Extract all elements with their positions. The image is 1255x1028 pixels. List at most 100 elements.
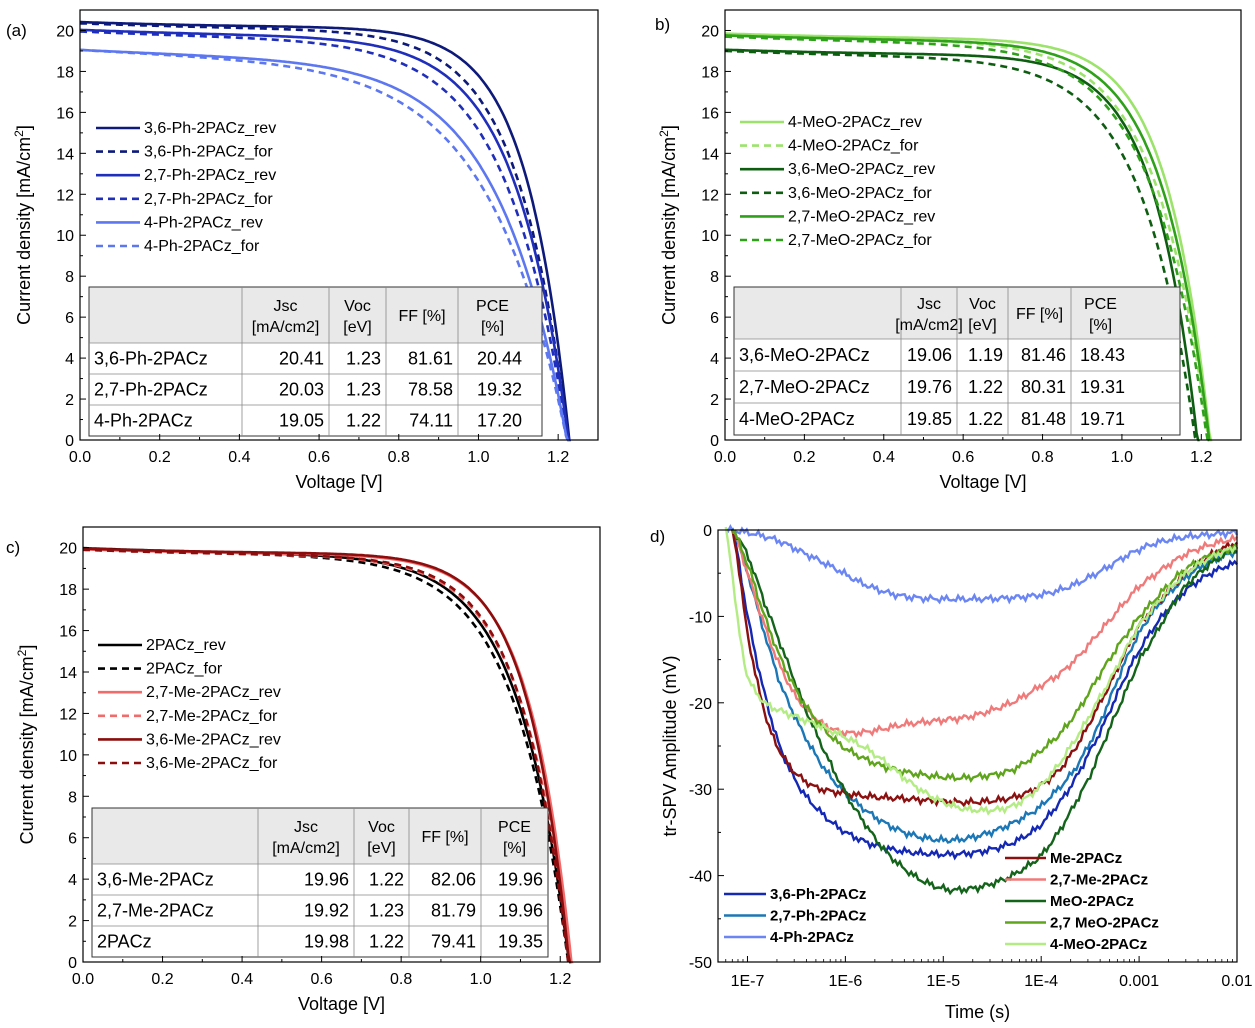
results-table: Jsc [mA/cm2] Voc [eV] FF [%] PCE [%] 3,6-Ph-2PA… xyxy=(88,286,543,437)
table-cell: 19.92 xyxy=(304,901,349,921)
table-header-cell: [eV] xyxy=(343,319,371,336)
axes: 0 2 4 6 8 10 12 14 16 18 20 0.0 0.2 0.4 0.6 0.8 1.0 1.2 Vo… xyxy=(657,9,1242,492)
x-tick-label: 0.8 xyxy=(1031,449,1053,466)
table-header-cell: Jsc xyxy=(294,819,318,836)
y-tick-label: 16 xyxy=(56,105,74,122)
legend-label-3: 3,6-MeO-2PACz_for xyxy=(788,185,932,202)
series-line-3 xyxy=(725,49,1199,442)
legend-label: Me-2PACz xyxy=(1050,850,1122,867)
x-tick-label: 0.4 xyxy=(873,449,895,466)
y-tick-label: 14 xyxy=(59,665,77,682)
legend-label-0: 4-MeO-2PACz_rev xyxy=(788,114,922,131)
x-axis-label: Voltage [V] xyxy=(295,472,382,492)
legend-label-0: 2PACz_rev xyxy=(146,637,226,654)
series-line-2 xyxy=(724,523,1239,605)
series-line-4 xyxy=(79,48,570,442)
table-cell: 81.61 xyxy=(408,349,453,369)
y-tick-label: 12 xyxy=(56,187,74,204)
x-tick-label: 1.0 xyxy=(1111,449,1133,466)
y-tick-label: 10 xyxy=(59,748,77,765)
y-axis-label: Current density [mA/cm2] xyxy=(15,645,37,845)
table-cell: 20.44 xyxy=(477,349,522,369)
series-line-0 xyxy=(80,20,571,441)
x-tick-label: 1E-7 xyxy=(731,973,765,990)
table-header-cell: Jsc xyxy=(274,298,298,315)
legend-label: MeO-2PACz xyxy=(1050,893,1134,910)
table-header-cell: FF [%] xyxy=(398,308,445,325)
table-cell: 1.22 xyxy=(968,377,1003,397)
y-tick-label: 18 xyxy=(56,64,74,81)
table-cell: 1.23 xyxy=(346,349,381,369)
series-line-5 xyxy=(732,529,1239,896)
legend: 2PACz_rev 2PACz_for 2,7-Me-2PACz_rev 2,7-Me… xyxy=(98,637,281,772)
table-header-cell: [eV] xyxy=(367,840,395,857)
x-tick-label: 0.2 xyxy=(793,449,815,466)
results-table: Jsc [mA/cm2] Voc [eV] FF [%] PCE [%] 3,6-Me-2PA… xyxy=(91,807,549,958)
x-tick-label: 0.2 xyxy=(151,971,173,988)
table-header-cell: [%] xyxy=(481,319,504,336)
table-cell: 1.22 xyxy=(369,932,404,952)
y-axis-label: Current density [mA/cm2] xyxy=(12,125,34,325)
x-tick-label: 0.01 xyxy=(1221,973,1252,990)
series-line-2 xyxy=(724,48,1200,442)
table-cell: 2,7-Me-2PACz xyxy=(97,901,214,921)
table-cell: 82.06 xyxy=(431,870,476,890)
panel-label: (a) xyxy=(6,21,27,40)
table-header-cell: Voc xyxy=(344,298,371,315)
series-line-0 xyxy=(731,529,1238,861)
y-tick-label: 8 xyxy=(710,269,719,286)
table-body-bg xyxy=(89,343,542,436)
legend-label-2: 2,7-Me-2PACz_rev xyxy=(146,684,281,701)
legend-label: 2,7-Ph-2PACz xyxy=(770,908,866,925)
legend-label-1: 3,6-Ph-2PACz_for xyxy=(144,144,273,161)
table-header-cell: FF [%] xyxy=(421,829,468,846)
table-cell: 1.23 xyxy=(346,380,381,400)
legend-left: 3,6-Ph-2PACz 2,7-Ph-2PACz 4-Ph-2PACz xyxy=(724,886,866,946)
x-tick-label: 1.2 xyxy=(1190,449,1212,466)
y-tick-label: 4 xyxy=(68,872,77,889)
y-tick-label: 6 xyxy=(68,831,77,848)
table-header-cell: Jsc xyxy=(917,296,941,313)
table-cell: 2PACz xyxy=(97,932,152,952)
y-axis-label-sup: 2 xyxy=(657,130,671,137)
table-header-cell: [%] xyxy=(1089,317,1112,334)
y-axis-label-tail: ] xyxy=(659,125,679,130)
table-cell: 2,7-Ph-2PACz xyxy=(94,380,208,400)
y-tick-label: 10 xyxy=(56,228,74,245)
series-line-4 xyxy=(82,547,572,964)
x-tick-label: 1.0 xyxy=(467,449,489,466)
legend-label-4: 3,6-Me-2PACz_rev xyxy=(146,731,281,748)
panel-c: c) 2PACz_rev 2PACz_for 2,7-Me-2PACz_rev 2,7-… xyxy=(6,526,601,1014)
y-tick-label: 14 xyxy=(701,146,719,163)
table-cell: 19.32 xyxy=(477,380,522,400)
y-tick-label: 20 xyxy=(701,23,719,40)
x-tick-label: 0.8 xyxy=(388,449,410,466)
panel-label: c) xyxy=(6,538,20,557)
x-tick-label: 1E-4 xyxy=(1024,973,1058,990)
table-border xyxy=(91,807,549,958)
legend-label: 2,7 MeO-2PACz xyxy=(1050,915,1159,932)
plot-area xyxy=(79,20,572,442)
legend-label-3: 2,7-Ph-2PACz_for xyxy=(144,191,273,208)
table-cell: 19.06 xyxy=(907,345,952,365)
y-tick-label: -50 xyxy=(689,955,712,972)
table-cell: 1.19 xyxy=(968,345,1003,365)
axes: 0 2 4 6 8 10 12 14 16 18 20 0.0 0.2 0.4 0.6 0.8 1.0 1.2 Vo… xyxy=(15,526,601,1014)
table-cell: 19.96 xyxy=(498,901,543,921)
y-tick-label: 2 xyxy=(710,392,719,409)
y-tick-label: 0 xyxy=(710,433,719,450)
table-header-cell: [mA/cm2] xyxy=(272,840,340,857)
legend: 4-MeO-2PACz_rev 4-MeO-2PACz_for 3,6-MeO-2P… xyxy=(740,114,935,249)
y-axis-label-tail: ] xyxy=(17,645,37,650)
table-header-cell: FF [%] xyxy=(1016,306,1063,323)
x-tick-label: 1E-5 xyxy=(926,973,960,990)
results-table: Jsc [mA/cm2] Voc [eV] FF [%] PCE [%] 3,6-MeO-2P… xyxy=(733,286,1181,436)
table-border xyxy=(88,286,543,437)
series-line-5 xyxy=(79,48,570,442)
y-tick-label: 16 xyxy=(701,105,719,122)
table-header-bg xyxy=(92,808,548,864)
table-body-bg xyxy=(92,864,548,957)
y-axis-label-sup: 2 xyxy=(15,649,29,656)
table-cell: 19.96 xyxy=(304,870,349,890)
y-tick-label: -10 xyxy=(689,609,712,626)
